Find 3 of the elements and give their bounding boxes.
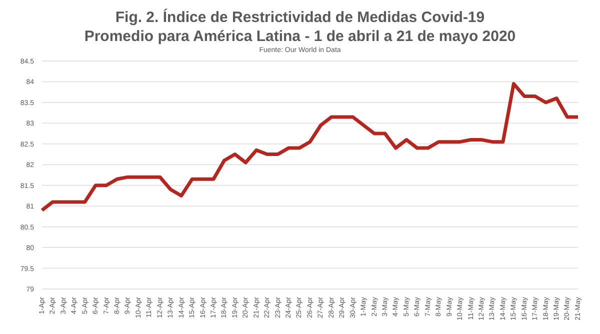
chart-subtitle: Promedio para América Latina - 1 de abril a 21 de mayo 2020: [83, 27, 517, 46]
line-series: [40, 82, 580, 212]
chart-title: Fig. 2. Índice de Restrictividad de Medidas Covid-19: [114, 8, 486, 27]
